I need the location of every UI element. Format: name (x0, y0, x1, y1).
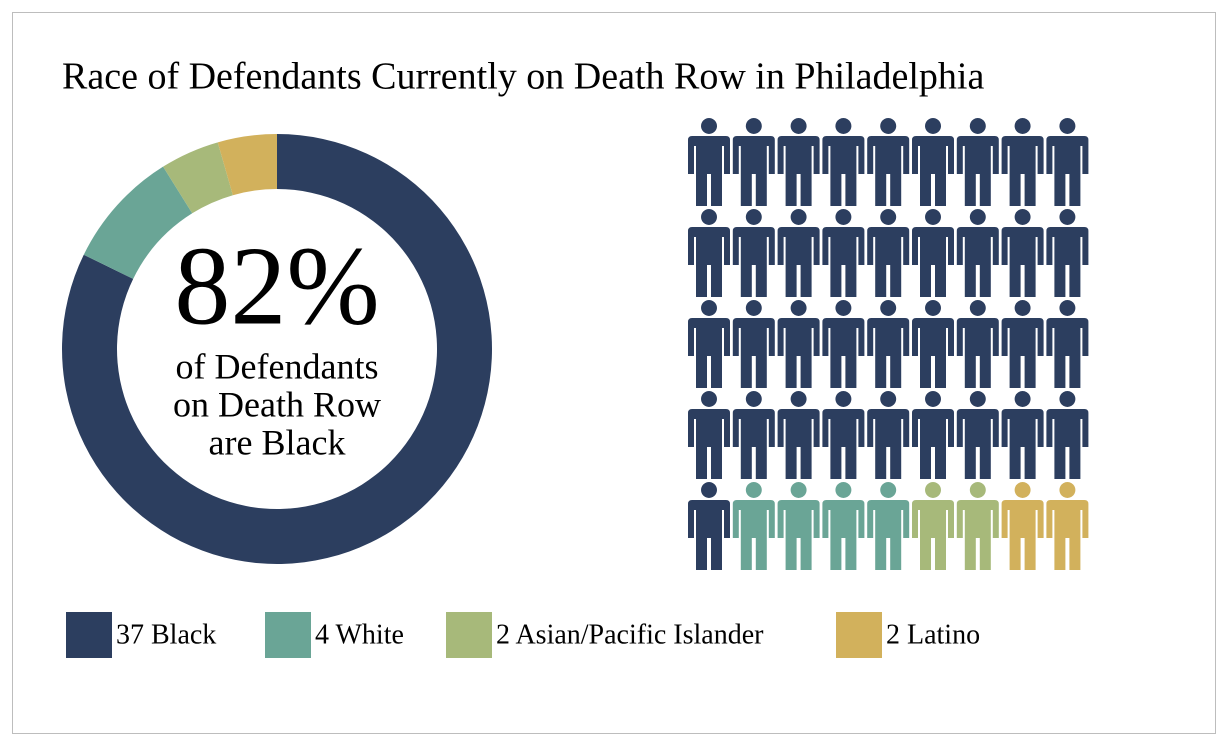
person-icon (1046, 300, 1089, 388)
person-icon (956, 391, 999, 479)
person-icon (1001, 482, 1044, 570)
donut-segment (163, 142, 233, 214)
center-value: 82% (174, 225, 379, 349)
person-icon (1001, 391, 1044, 479)
person-icon (956, 118, 999, 206)
person-icon (912, 209, 954, 297)
person-icon (956, 482, 999, 570)
legend-swatch (265, 612, 311, 658)
person-icon (732, 209, 775, 297)
person-icon (777, 209, 820, 297)
person-icon (777, 118, 820, 206)
person-icon (777, 300, 820, 388)
person-icon (732, 391, 775, 479)
person-icon (1046, 118, 1089, 206)
person-icon (732, 300, 775, 388)
legend-swatch (446, 612, 492, 658)
person-icon (688, 300, 730, 388)
donut-segment (217, 134, 277, 196)
person-icon (777, 482, 820, 570)
person-icon (1046, 482, 1089, 570)
center-text: of Defendants (176, 346, 379, 386)
person-icon (688, 118, 730, 206)
legend-swatch (66, 612, 112, 658)
person-icon (822, 482, 865, 570)
person-icon (1001, 118, 1044, 206)
person-icon (1046, 209, 1089, 297)
chart-title: Race of Defendants Currently on Death Ro… (62, 56, 984, 98)
person-icon (867, 300, 910, 388)
person-icon (1046, 391, 1089, 479)
legend-label: 2 Asian/Pacific Islander (496, 619, 764, 650)
person-icon (1001, 209, 1044, 297)
person-icon (822, 209, 865, 297)
center-text: on Death Row (173, 384, 381, 424)
person-icon (912, 391, 954, 479)
person-icon (956, 300, 999, 388)
person-icon (912, 482, 954, 570)
person-icon (732, 482, 775, 570)
person-icon (688, 391, 730, 479)
person-icon (867, 482, 910, 570)
person-icon (867, 209, 910, 297)
person-icon (912, 300, 954, 388)
person-icon (732, 118, 775, 206)
person-icon (822, 300, 865, 388)
person-icon (777, 391, 820, 479)
person-icon (822, 118, 865, 206)
person-icon (688, 209, 730, 297)
legend-label: 2 Latino (886, 619, 980, 650)
person-icon (867, 391, 910, 479)
person-icon (1001, 300, 1044, 388)
legend-label: 37 Black (116, 619, 216, 650)
donut-segment (83, 166, 193, 279)
person-icon (688, 482, 730, 570)
person-icon (912, 118, 954, 206)
center-text: are Black (209, 422, 346, 462)
legend-swatch (836, 612, 882, 658)
person-icon (822, 391, 865, 479)
person-icon (956, 209, 999, 297)
legend-label: 4 White (315, 619, 404, 650)
person-icon (867, 118, 910, 206)
